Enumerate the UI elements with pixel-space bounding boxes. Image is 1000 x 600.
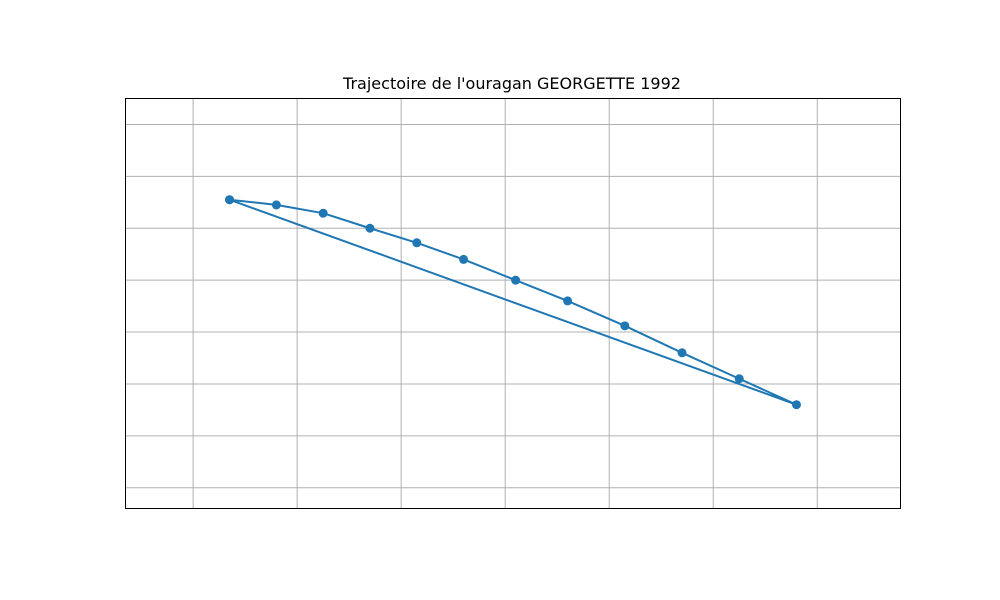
- trajectory-point-2: [318, 208, 328, 218]
- trajectory-point-10: [734, 374, 744, 384]
- plot-frame: [125, 98, 901, 509]
- chart-title: Trajectoire de l'ouragan GEORGETTE 1992: [342, 74, 681, 93]
- trajectory-point-4: [412, 238, 422, 248]
- grid: [125, 98, 901, 509]
- trajectory-point-9: [677, 348, 687, 358]
- trajectory-point-3: [365, 223, 375, 233]
- trajectory-point-11: [791, 400, 801, 410]
- trajectory-point-8: [620, 321, 630, 331]
- trajectory-point-12: [225, 195, 235, 205]
- series-trajectory: [225, 195, 801, 410]
- trajectory-point-6: [511, 275, 521, 285]
- trajectory-point-5: [459, 254, 469, 264]
- trajectory-point-1: [271, 200, 281, 210]
- trajectory-point-7: [563, 296, 573, 306]
